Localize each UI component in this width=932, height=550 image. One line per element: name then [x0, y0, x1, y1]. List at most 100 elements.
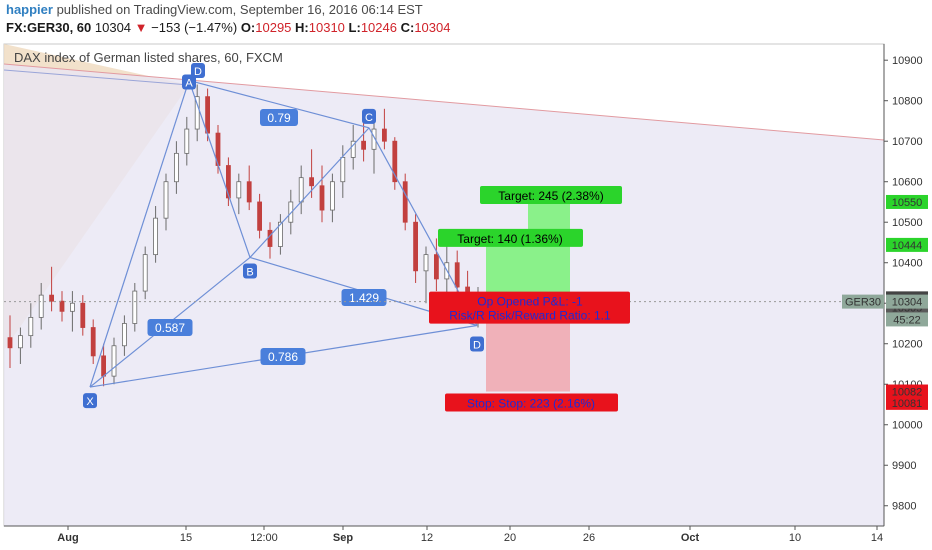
- trendline-upper[interactable]: [3, 69, 190, 86]
- y-tick-label: 10900: [892, 55, 923, 67]
- price-label: 10082: [892, 387, 923, 399]
- price-label: 10081: [892, 398, 923, 410]
- candle-body: [392, 140, 398, 183]
- y-tick-label: 10500: [892, 217, 923, 229]
- candle-body: [49, 294, 54, 302]
- target-zone[interactable]: [528, 201, 570, 302]
- price-label: 10550: [892, 197, 923, 209]
- pnl-box[interactable]: [429, 291, 630, 324]
- candle-body: [402, 181, 408, 223]
- point-label: B: [246, 266, 253, 278]
- candle-body: [142, 254, 148, 292]
- candle-body: [319, 185, 325, 211]
- price-label: 45:22: [893, 314, 921, 326]
- trendline[interactable]: [3, 63, 885, 141]
- price-labels: 105501044410304103051030445:221008210081…: [842, 194, 928, 410]
- candle-body: [236, 181, 242, 199]
- ohlc-line: FX:GER30, 60 10304 ▼ −153 (−1.47%) O:102…: [6, 19, 926, 37]
- x-tick-label: Sep: [333, 532, 353, 544]
- ratio-badge[interactable]: [260, 109, 298, 126]
- candle-body: [7, 337, 13, 349]
- candle-body: [361, 140, 367, 150]
- price-label: 10304: [892, 297, 923, 309]
- candle-body: [329, 181, 335, 211]
- risk-reward-boxes[interactable]: Target: 245 (2.38%) Target: 140 (1.36%) St…: [4, 185, 884, 412]
- point-badge[interactable]: [470, 336, 484, 352]
- y-tick-label: 10600: [892, 177, 923, 189]
- y-tick-label: 10700: [892, 136, 923, 148]
- author-link[interactable]: happier: [6, 2, 53, 17]
- point-label: A: [185, 77, 193, 89]
- candle-body: [111, 345, 117, 377]
- price-label: 10444: [892, 240, 923, 252]
- pattern-leg[interactable]: [188, 79, 370, 129]
- high-value: 10310: [308, 20, 345, 35]
- ratio-badge[interactable]: [260, 348, 306, 365]
- candle-body: [257, 201, 263, 231]
- y-tick-label: 9800: [892, 501, 916, 513]
- point-label: D: [194, 66, 202, 78]
- close-label: C:: [400, 20, 415, 35]
- candle-body: [371, 128, 377, 150]
- down-arrow-icon: ▼: [134, 20, 148, 35]
- chart-header: happier published on TradingView.com, Se…: [6, 1, 926, 41]
- point-badge[interactable]: [182, 74, 196, 90]
- price-label-box: [886, 194, 928, 209]
- x-axis[interactable]: Aug 15 12:00 Sep 12 20 26 Oct 10 14: [57, 526, 883, 544]
- chart-title: DAX index of German listed shares, 60, F…: [14, 50, 283, 65]
- candle-body: [28, 317, 34, 337]
- candle-body: [70, 302, 75, 312]
- pattern-leg[interactable]: [89, 80, 190, 388]
- open-value: 10295: [255, 20, 292, 35]
- target1-label-text: Target: 140 (1.36%): [457, 232, 562, 246]
- pnl-text: Op Opened P&L: -1: [477, 295, 583, 309]
- ratio-label: 0.786: [268, 350, 298, 364]
- open-label: O:: [240, 20, 256, 35]
- point-label: X: [86, 396, 94, 408]
- ratio-badge[interactable]: [147, 319, 193, 336]
- candle-body: [80, 302, 86, 328]
- candle-body: [413, 221, 419, 272]
- price-change: −153 (−1.47%): [151, 20, 238, 35]
- low-value: 10246: [360, 20, 397, 35]
- target2-label-text: Target: 245 (2.38%): [498, 189, 603, 203]
- candle-body: [340, 157, 346, 183]
- candle-body: [267, 229, 273, 247]
- point-badge[interactable]: [362, 108, 376, 124]
- point-label: C: [365, 112, 373, 124]
- symbol-tag: GER30: [845, 297, 881, 309]
- candles: [7, 84, 481, 387]
- y-tick-label: 10400: [892, 258, 923, 270]
- y-axis[interactable]: 9800990010000101001020010300104001050010…: [884, 55, 923, 513]
- candle-body: [298, 177, 304, 203]
- pattern-leg[interactable]: [188, 80, 251, 258]
- candle-body: [350, 140, 356, 158]
- candle-body: [153, 217, 159, 256]
- x-tick-label: 15: [180, 532, 192, 544]
- target1-label-box[interactable]: [438, 228, 583, 247]
- candle-body: [173, 152, 179, 183]
- publish-info: published on TradingView.com, September …: [52, 2, 423, 17]
- candle-body: [163, 181, 169, 219]
- candle-body: [194, 96, 200, 130]
- pattern-leg[interactable]: [249, 127, 370, 258]
- candle-body: [225, 165, 231, 199]
- stop-label-box[interactable]: [445, 393, 618, 412]
- point-badge[interactable]: [83, 393, 97, 409]
- price-label-box: [886, 384, 928, 399]
- target2-label-box[interactable]: [480, 185, 622, 204]
- point-badge[interactable]: [243, 263, 257, 279]
- candle-body: [433, 254, 439, 280]
- last-price: 10304: [94, 20, 132, 35]
- symbol-label[interactable]: FX:GER30, 60: [6, 20, 92, 35]
- candle-body: [309, 177, 315, 187]
- xabcd-pattern[interactable]: X A B C D D 0.79 0.587 1.429 0.786: [83, 63, 484, 409]
- symbol-tag-box: [842, 294, 884, 309]
- point-badge[interactable]: [191, 63, 205, 78]
- x-tick-label: 12: [421, 532, 433, 544]
- x-tick-label: 10: [789, 532, 801, 544]
- candle-body: [454, 262, 460, 288]
- candle-body: [17, 335, 23, 349]
- candle-body: [59, 300, 65, 312]
